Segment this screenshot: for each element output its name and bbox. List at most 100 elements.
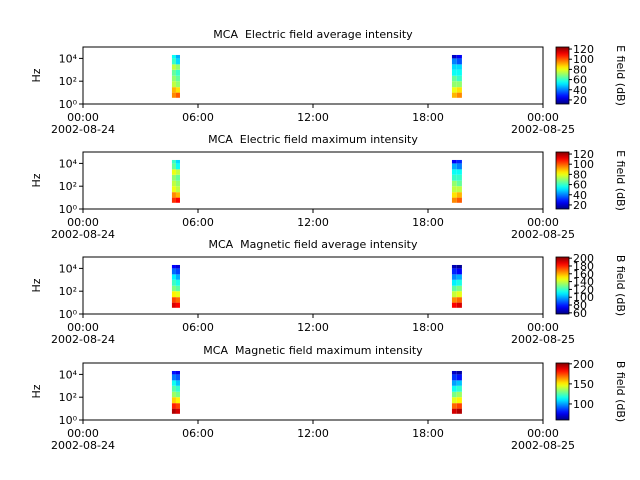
spectrogram-cell [456, 169, 462, 175]
x-tick-label: 00:00 [67, 321, 99, 334]
chart-title: MCA Magnetic field average intensity [208, 238, 417, 251]
spectrogram-cell [175, 264, 180, 269]
spectrogram-cell [175, 391, 180, 398]
spectrogram-cell [451, 302, 457, 308]
y-tick-label: 10² [59, 180, 77, 193]
spectrogram-cell [451, 370, 457, 375]
spectrogram-cell [451, 397, 457, 404]
spectrogram-cell [171, 403, 176, 409]
spectrogram-cell [456, 374, 462, 381]
spectrogram-cell [175, 69, 180, 76]
colorbar-tick-label: 120 [573, 43, 594, 56]
y-axis-label: Hz [30, 278, 43, 292]
spectrogram-cell [456, 163, 462, 170]
x-tick-date: 2002-08-24 [51, 333, 115, 346]
colorbar-tick-label: 200 [573, 358, 594, 371]
y-tick-label: 10⁰ [59, 98, 78, 111]
spectrogram-cell [451, 87, 457, 93]
y-tick-label: 10⁴ [59, 262, 78, 275]
spectrogram-cell [171, 64, 176, 70]
colorbar-tick-label: 120 [573, 148, 594, 161]
colorbar [555, 362, 570, 421]
colorbar-tick-label: 20 [573, 199, 587, 212]
x-tick-label: 12:00 [297, 427, 329, 440]
spectrogram-cell [175, 163, 180, 170]
spectrogram-cell [451, 159, 457, 164]
colorbar-label: E field (dB) [614, 150, 627, 211]
spectrogram-cell [175, 87, 180, 93]
spectrogram-cell [171, 75, 176, 82]
plot-frame [82, 46, 544, 105]
x-tick-date: 2002-08-24 [51, 123, 115, 136]
colorbar-tick-label: 60 [573, 179, 587, 192]
y-axis-label: Hz [30, 68, 43, 82]
spectrogram-cell [175, 397, 180, 404]
y-tick-label: 10⁰ [59, 414, 78, 427]
chart-title: MCA Electric field average intensity [213, 28, 413, 41]
spectrogram-cell [175, 380, 180, 386]
plot-frame [82, 151, 544, 210]
spectrogram-cell [451, 75, 457, 82]
spectrogram-cell [175, 274, 180, 280]
spectrogram-cell [456, 285, 462, 292]
spectrogram-cell [456, 64, 462, 70]
spectrogram-cell [456, 274, 462, 280]
spectrogram-cell [171, 197, 176, 203]
spectrogram-cell [175, 75, 180, 82]
spectrogram-cell [451, 174, 457, 181]
spectrogram-cell [175, 370, 180, 375]
x-tick-label: 18:00 [412, 216, 444, 229]
spectrogram-cell [456, 297, 462, 303]
spectrogram-cell [451, 186, 457, 193]
x-tick-date: 2002-08-25 [511, 439, 575, 452]
colorbar-tick-label: 60 [573, 74, 587, 87]
spectrogram-cell [451, 374, 457, 381]
spectrogram-cell [451, 197, 457, 203]
spectrogram-cell [171, 264, 176, 269]
y-tick-label: 10² [59, 391, 77, 404]
spectrogram-cell [451, 408, 457, 414]
chart-title: MCA Electric field maximum intensity [208, 133, 418, 146]
spectrogram-cell [171, 58, 176, 65]
spectrogram-cell [175, 279, 180, 286]
spectrogram-cell [456, 174, 462, 181]
y-axis-label: Hz [30, 173, 43, 187]
spectrogram-cell [451, 64, 457, 70]
spectrogram-cell [171, 174, 176, 181]
colorbar-tick-label: 100 [573, 53, 594, 66]
colorbar [555, 46, 570, 105]
y-axis-label: Hz [30, 384, 43, 398]
spectrogram-cell [171, 69, 176, 76]
colorbar-tick-label: 180 [573, 260, 594, 273]
spectrogram-cell [175, 159, 180, 164]
spectrogram-cell [456, 180, 462, 187]
spectrogram-cell [171, 285, 176, 292]
x-tick-label: 12:00 [297, 321, 329, 334]
spectrogram-cell [175, 169, 180, 175]
spectrogram-cell [451, 403, 457, 409]
spectrogram-cell [456, 81, 462, 88]
spectrogram-cell [171, 397, 176, 404]
spectrogram-cell [451, 291, 457, 298]
x-tick-label: 06:00 [182, 321, 214, 334]
spectrogram-cell [456, 302, 462, 308]
spectrogram-cell [456, 291, 462, 298]
spectrogram-cell [451, 58, 457, 65]
spectrogram-cell [456, 380, 462, 386]
colorbar-tick-label: 100 [573, 158, 594, 171]
spectrogram-cell [171, 54, 176, 59]
spectrogram-cell [456, 87, 462, 93]
spectrogram-cell [456, 92, 462, 98]
x-tick-label: 06:00 [182, 111, 214, 124]
spectrogram-cell [171, 297, 176, 303]
spectrogram-cell [171, 385, 176, 392]
spectrogram-cell [171, 159, 176, 164]
spectrogram-cell [456, 279, 462, 286]
colorbar-tick-label: 200 [573, 252, 594, 265]
spectrogram-cell [175, 197, 180, 203]
x-tick-label: 18:00 [412, 321, 444, 334]
spectrogram-cell [456, 391, 462, 398]
spectrogram-cell [456, 58, 462, 65]
spectrogram-cell [456, 197, 462, 203]
x-tick-date: 2002-08-25 [511, 228, 575, 241]
